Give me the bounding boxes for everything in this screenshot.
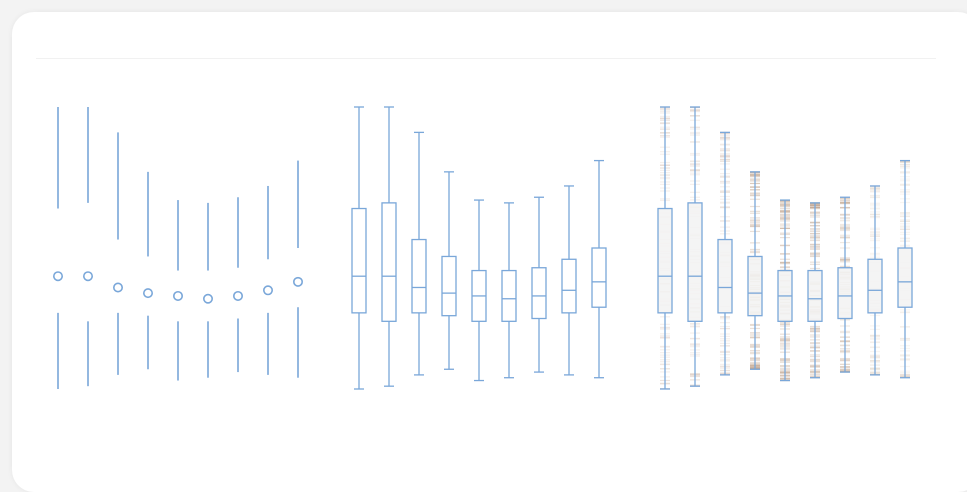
card-divider	[36, 58, 936, 59]
median-dot	[113, 282, 124, 293]
iqr-box	[351, 207, 367, 314]
iqr-box	[411, 238, 427, 314]
standard-boxplot-panel	[351, 106, 607, 390]
iqr-box	[561, 258, 577, 314]
jitter-boxplot-panel	[657, 106, 913, 390]
median-dot	[233, 290, 244, 301]
iqr-box	[807, 269, 823, 322]
iqr-box	[717, 238, 733, 314]
median-dot	[143, 288, 154, 299]
iqr-box	[591, 247, 607, 308]
iqr-box	[837, 267, 853, 320]
median-dot	[173, 290, 184, 301]
iqr-box	[657, 207, 673, 314]
median-dot	[292, 276, 303, 287]
iqr-box	[441, 255, 457, 317]
iqr-box	[747, 255, 763, 317]
iqr-box	[867, 258, 883, 314]
chart-card	[12, 12, 967, 492]
iqr-box	[687, 202, 703, 322]
median-dot	[262, 285, 273, 296]
median-dot	[52, 271, 63, 282]
iqr-box	[381, 202, 397, 322]
iqr-box	[501, 269, 517, 322]
boxplot-comparison-svg	[52, 106, 913, 390]
median-dot	[203, 293, 214, 304]
iqr-box	[897, 247, 913, 308]
median-dot	[83, 271, 94, 282]
iqr-box	[531, 267, 547, 320]
minimal-boxplot-panel	[52, 107, 303, 389]
